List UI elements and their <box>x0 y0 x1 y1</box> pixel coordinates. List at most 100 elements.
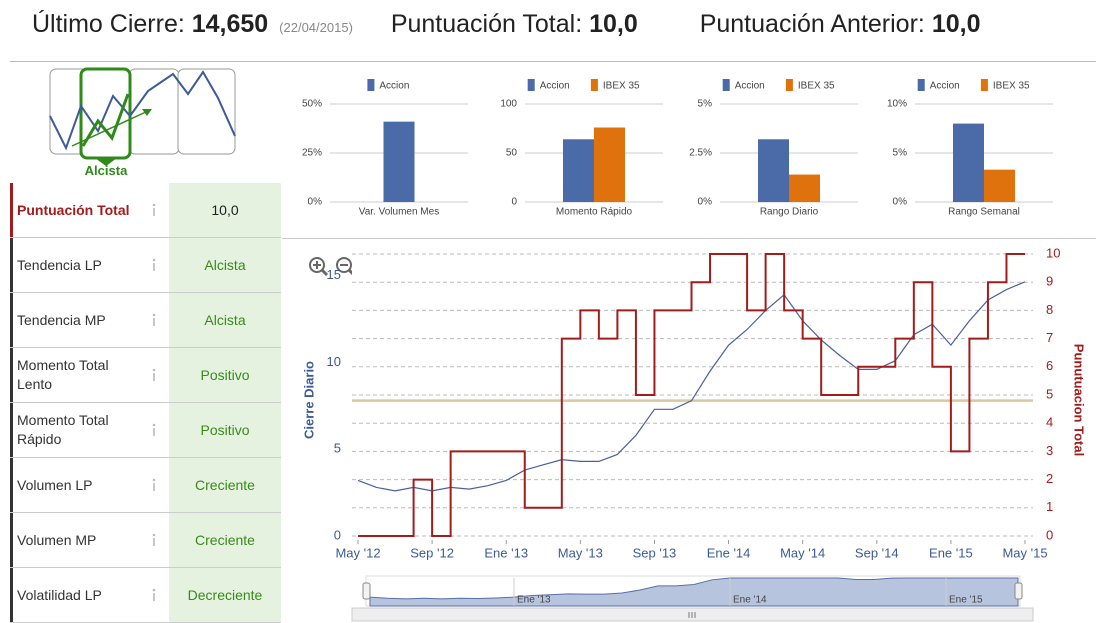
info-icon[interactable] <box>139 403 169 457</box>
info-icon[interactable] <box>139 183 169 237</box>
row-label: Volatilidad LP <box>10 568 139 622</box>
info-icon[interactable] <box>139 238 169 292</box>
y-tick-label: 10 <box>327 354 341 369</box>
row-label: Puntuación Total <box>10 183 139 237</box>
row-label: Momento Total Lento <box>10 348 139 402</box>
row-label: Tendencia LP <box>10 238 139 292</box>
info-icon[interactable] <box>139 513 169 567</box>
indicator-table: Puntuación Total 10,0 Tendencia LP Alcista T… <box>10 183 281 623</box>
trend-icon: Alcista <box>49 67 236 178</box>
y-tick-label: 0% <box>893 197 908 208</box>
row-label: Volumen LP <box>10 458 139 512</box>
step-line <box>358 253 1025 537</box>
bar <box>789 174 820 202</box>
legend-swatch <box>722 79 730 91</box>
navigator-handle[interactable] <box>1014 582 1023 600</box>
row-value: Creciente <box>169 458 281 512</box>
row-value: Alcista <box>169 293 281 347</box>
navigator-label: Ene '15 <box>949 595 983 606</box>
y2-axis-title: Punutuacion Total <box>1072 344 1087 456</box>
y2-tick-label: 4 <box>1046 415 1053 430</box>
table-row: Puntuación Total 10,0 <box>10 183 281 238</box>
legend-label: Accion <box>540 81 570 92</box>
info-glyph <box>152 313 156 326</box>
y-tick-label: 2.5% <box>689 148 712 159</box>
x-tick-label: Sep '14 <box>855 545 899 560</box>
label: Último Cierre: <box>32 10 185 38</box>
navigator-area <box>369 577 1019 607</box>
label: Puntuación Anterior: <box>699 10 925 38</box>
y-tick-label: 0 <box>334 527 341 542</box>
info-glyph <box>152 588 156 601</box>
info-glyph <box>152 258 156 271</box>
legend-swatch <box>367 79 375 91</box>
x-tick-label: Momento Rápido <box>556 207 633 218</box>
y-tick-label: 10% <box>887 99 907 110</box>
x-tick-label: Rango Diario <box>760 207 819 218</box>
label: Puntuación Total: <box>390 10 583 38</box>
x-tick-label: May '14 <box>780 545 825 560</box>
value: 10,0 <box>931 10 981 38</box>
x-tick-label: May '12 <box>335 545 380 560</box>
x-tick-label: May '13 <box>558 545 603 560</box>
y2-tick-label: 7 <box>1046 330 1053 345</box>
y-axis-title: Cierre Diario <box>301 361 316 439</box>
x-tick-label: Ene '14 <box>707 545 751 560</box>
table-row: Volumen MP Creciente <box>10 513 281 568</box>
y-tick-label: 0% <box>698 197 713 208</box>
table-row: Tendencia MP Alcista <box>10 293 281 348</box>
row-label: Volumen MP <box>10 513 139 567</box>
row-value: Alcista <box>169 238 281 292</box>
info-icon[interactable] <box>139 293 169 347</box>
info-icon[interactable] <box>139 348 169 402</box>
y2-tick-label: 3 <box>1046 443 1053 458</box>
info-icon[interactable] <box>139 568 169 622</box>
legend-swatch <box>785 79 793 91</box>
date: (22/04/2015) <box>279 20 353 35</box>
x-tick-label: Ene '15 <box>929 545 973 560</box>
row-value: Positivo <box>169 348 281 402</box>
row-value: Positivo <box>169 403 281 457</box>
bar <box>594 127 625 202</box>
bar <box>758 139 789 202</box>
table-row: Momento Total Lento Positivo <box>10 348 281 403</box>
table-row: Momento Total Rápido Positivo <box>10 403 281 458</box>
legend-swatch <box>980 79 988 91</box>
legend-swatch <box>917 79 925 91</box>
bar <box>953 123 984 202</box>
y2-tick-label: 9 <box>1046 274 1053 289</box>
x-tick-label: Sep '12 <box>410 545 454 560</box>
y2-tick-label: 6 <box>1046 358 1053 373</box>
info-icon[interactable] <box>139 458 169 512</box>
y-tick-label: 50% <box>302 99 322 110</box>
y-tick-label: 0% <box>308 197 323 208</box>
zoom-in[interactable] <box>309 257 329 277</box>
x-tick-label: Rango Semanal <box>948 207 1020 218</box>
legend-label: Accion <box>379 81 409 92</box>
table-row: Volumen LP Creciente <box>10 458 281 513</box>
y-tick-label: 5 <box>334 441 341 456</box>
x-tick-label: Sep '13 <box>633 545 677 560</box>
bar <box>383 121 415 202</box>
row-value: Decreciente <box>169 568 281 622</box>
y2-tick-label: 5 <box>1046 386 1053 401</box>
legend-label: IBEX 35 <box>603 81 640 92</box>
y2-tick-label: 0 <box>1046 527 1053 542</box>
divider <box>10 61 1096 62</box>
legend-label: IBEX 35 <box>798 81 835 92</box>
row-label: Momento Total Rápido <box>10 403 139 457</box>
y2-tick-label: 1 <box>1046 499 1053 514</box>
y2-tick-label: 8 <box>1046 302 1053 317</box>
navigator-handle[interactable] <box>362 582 371 600</box>
table-row: Volatilidad LP Decreciente <box>10 568 281 623</box>
row-value: Creciente <box>169 513 281 567</box>
row-value: 10,0 <box>169 183 281 237</box>
y-tick-label: 5% <box>698 99 713 110</box>
trend-label: Alcista <box>85 163 128 178</box>
bar <box>984 169 1015 202</box>
value: 14,650 <box>191 10 269 38</box>
x-tick-label: Var. Volumen Mes <box>359 207 439 218</box>
info-glyph <box>152 478 156 491</box>
legend-label: Accion <box>930 81 960 92</box>
